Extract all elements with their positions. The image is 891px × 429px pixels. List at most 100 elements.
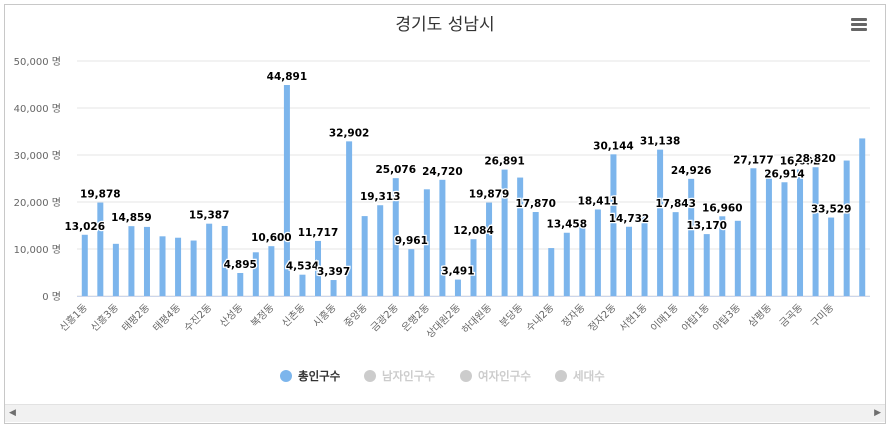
data-label: 12,084 [453,225,494,237]
legend-item[interactable]: 총인구수 [280,369,341,383]
y-tick-label: 30,000 명 [14,150,61,162]
bar[interactable] [781,182,788,296]
data-label: 14,859 [111,212,152,224]
scroll-left-arrow-icon[interactable]: ◀ [9,408,16,418]
legend-label: 남자인구수 [382,369,435,383]
bar[interactable] [315,240,322,296]
legend-item[interactable]: 남자인구수 [364,369,435,383]
bar[interactable] [641,216,648,296]
bar[interactable] [423,189,430,296]
x-tick-label: 서현1동 [617,302,650,335]
bar[interactable] [159,236,166,296]
legend-marker [280,370,292,382]
bar[interactable] [112,243,119,296]
bar[interactable] [377,205,384,296]
bar[interactable] [143,226,150,296]
bar[interactable] [501,169,508,296]
bar[interactable] [797,169,804,296]
bar[interactable] [688,178,695,296]
bar[interactable] [268,246,275,296]
data-label: 32,902 [329,127,370,139]
chart-title: 경기도 성남시 [395,15,494,35]
data-label: 31,138 [640,136,681,148]
data-label: 17,843 [655,198,696,210]
data-label: 33,529 [811,204,852,216]
horizontal-scrollbar[interactable]: ◀ ▶ [5,404,885,422]
bar[interactable] [408,249,415,296]
bar[interactable] [657,149,664,296]
hamburger-menu-icon[interactable] [848,16,870,34]
bar[interactable] [392,178,399,296]
data-label: 11,717 [298,227,339,239]
x-tick-label: 하대원동 [459,301,494,336]
bar[interactable] [361,216,368,296]
data-label: 28,820 [795,153,836,165]
bar[interactable] [299,274,306,296]
data-label: 14,732 [609,213,650,225]
data-label: 13,458 [547,219,588,231]
bar[interactable] [625,226,632,296]
legend-marker [364,370,376,382]
bar[interactable] [594,209,601,296]
bar[interactable] [128,226,135,296]
x-tick-label: 금광2동 [368,302,401,335]
x-tick-label: 상대원2동 [424,302,463,341]
bar[interactable] [97,202,104,296]
x-tick-label: 정자동 [559,302,587,330]
scroll-right-arrow-icon[interactable]: ▶ [874,408,881,418]
y-tick-label: 40,000 명 [14,103,61,115]
y-tick-label: 10,000 명 [14,244,61,256]
bar[interactable] [237,272,244,296]
bar[interactable] [252,252,259,296]
bar[interactable] [828,217,835,296]
x-tick-label: 정자2동 [586,302,619,335]
x-tick-label: 신흥3동 [88,301,121,334]
x-tick-label: 신흥1동 [57,301,90,334]
bar[interactable] [206,223,213,296]
bar[interactable] [439,179,446,296]
bar[interactable] [283,85,290,296]
data-label: 44,891 [267,71,308,83]
bar[interactable] [672,212,679,296]
data-label: 13,026 [65,221,106,233]
legend-item[interactable]: 세대수 [555,369,605,383]
data-label: 25,076 [375,164,416,176]
bar[interactable] [532,212,539,296]
bar[interactable] [610,154,617,296]
x-tick-label: 산성동 [217,302,245,330]
bar[interactable] [719,216,726,296]
x-tick-label: 구미동 [808,302,836,330]
x-tick-label: 태평4동 [151,302,184,335]
bar[interactable] [579,223,586,296]
legend-marker [555,370,567,382]
bar[interactable] [175,237,182,296]
bar[interactable] [859,138,866,296]
data-label: 3,491 [441,266,474,278]
bar[interactable] [548,248,555,296]
legend-item[interactable]: 여자인구수 [460,369,531,383]
bar[interactable] [750,168,757,296]
data-label: 24,720 [422,166,463,178]
bar[interactable] [486,202,493,296]
data-label: 16,960 [702,202,743,214]
bar[interactable] [734,220,741,296]
x-tick-label: 삼평동 [746,302,774,330]
bar[interactable] [812,167,819,296]
bar[interactable] [221,225,228,296]
bar[interactable] [765,171,772,296]
x-axis: 신흥1동 신흥3동 태평2동 태평4동 수진2동 산성동 복정동 신촌동 시흥동 중앙동 금광2동 은… [57,301,837,341]
bar[interactable] [81,234,88,296]
bar[interactable] [843,160,850,296]
bar[interactable] [346,141,353,296]
x-tick-label: 금곡동 [777,302,805,330]
data-labels: 13,026 19,878 14,859 15,387 4,895 10,600 44,89… [63,70,852,280]
bar[interactable] [330,280,337,296]
bar[interactable] [454,279,461,296]
bar[interactable] [703,234,710,296]
bar[interactable] [563,232,570,296]
bar[interactable] [190,240,197,296]
bar[interactable] [517,177,524,296]
bar[interactable] [470,239,477,296]
data-label: 16,692 [780,156,821,168]
x-tick-label: 시흥동 [310,301,339,330]
